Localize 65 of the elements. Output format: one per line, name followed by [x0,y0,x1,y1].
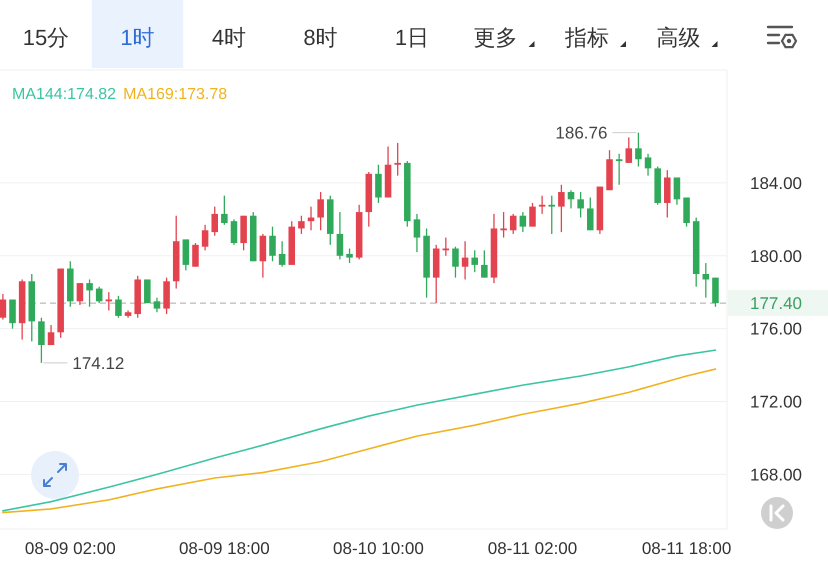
candlestick [644,153,652,176]
text: 更多 [474,25,518,50]
candlestick [154,297,160,313]
candlestick [500,211,507,238]
x-tick-label: 08-11 02:00 [488,539,578,558]
candlestick [38,317,45,364]
candlestick [471,250,478,273]
candlestick [586,196,594,231]
candlestick [115,295,122,318]
candlestick [346,248,353,264]
annotation: 177.40 [750,294,802,314]
text: 高级 [656,25,700,50]
candlestick [702,262,710,298]
candlestick [452,246,459,278]
candlestick [0,293,6,320]
text: 8时 [303,25,338,50]
x-tick-label: 08-09 02:00 [24,539,116,558]
candlestick [76,282,84,306]
candlestick [442,236,450,256]
candlestick [481,250,488,278]
candlestick [635,132,642,168]
candlestick [308,206,314,231]
candlestick [221,195,228,226]
candlestick [86,278,93,308]
y-tick-label: 168.00 [750,465,802,484]
candlestick [298,215,305,235]
candlestick [9,298,16,330]
candlestick [336,211,344,260]
text: 指标 [564,25,609,50]
x-tick-label: 08-10 10:00 [333,539,424,558]
annotation: 186.76 [555,124,608,143]
candlestick [317,191,324,231]
annotation: 174.12 [72,354,124,373]
text: 1时 [120,25,155,50]
candlestick [529,202,536,228]
candlestick [48,324,54,346]
text: MA169:173.78 [123,86,228,103]
text: 15分 [22,25,70,50]
candlestick [568,190,574,210]
y-tick-label: 180.00 [750,246,802,266]
candlestick [414,213,420,253]
candlestick [375,164,382,204]
candlestick [211,206,218,236]
x-tick-label: 08-11 18:00 [642,539,732,558]
candlestick [278,240,286,268]
y-tick-label: 184.00 [750,174,802,193]
text: MA144:174.82 [12,86,116,103]
candlestick [462,240,468,280]
candlestick [626,136,632,164]
candlestick [674,176,680,206]
candlestick [520,211,526,233]
candlestick [269,226,276,262]
candlestick [106,292,112,312]
y-tick-label: 172.00 [750,392,802,412]
candlestick [96,286,102,304]
candlestick [230,218,238,246]
candlestick [558,184,565,233]
candlestick [192,242,199,268]
y-tick-label: 176.00 [750,320,802,339]
text: 1日 [394,25,430,50]
x-tick-label: 08-09 18:00 [178,539,270,558]
candlestick [202,224,208,251]
text: 4时 [212,25,246,50]
candlestick [510,213,517,235]
candlestick [577,191,584,218]
